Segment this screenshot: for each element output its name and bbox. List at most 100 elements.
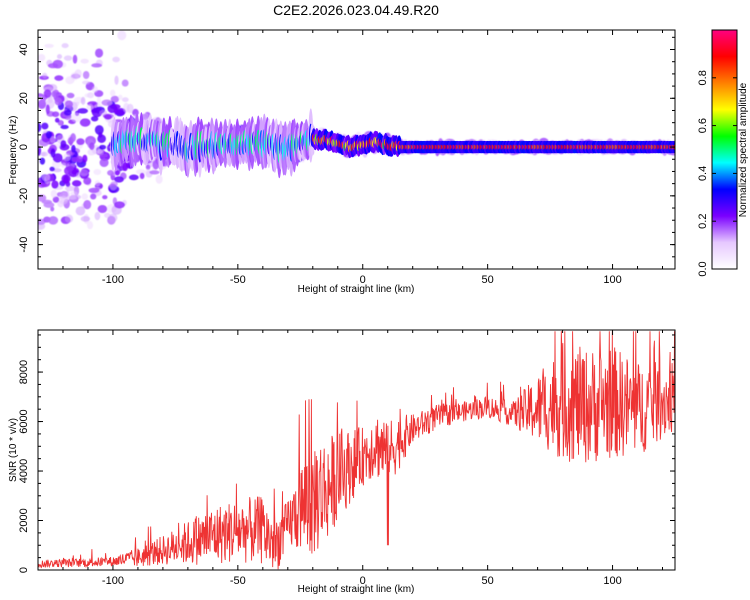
spectrogram-cell: [70, 133, 76, 142]
spectrogram-cell: [51, 90, 57, 98]
x-tick-label: 50: [482, 274, 494, 286]
spectrogram-cell: [60, 140, 67, 149]
colorbar-gradient: [712, 30, 737, 269]
x-tick-label: 100: [603, 575, 621, 587]
colorbar-frame: [711, 29, 738, 270]
spectrogram-cell: [109, 181, 118, 191]
x-tick-label: -100: [102, 274, 124, 286]
spectrogram-cell: [44, 43, 54, 48]
spectrogram-cell: [64, 100, 74, 109]
spectrogram-cell: [67, 165, 74, 171]
x-tick-label: 50: [482, 575, 494, 587]
spectrogram-cell: [82, 70, 90, 79]
spectrogram-cell: [38, 139, 41, 149]
spectrogram-cell: [43, 89, 52, 98]
spectrogram-cell: [128, 174, 139, 181]
spectrogram-cell: [54, 97, 63, 106]
spectrogram-cell: [54, 75, 64, 81]
spectrogram-cell: [38, 93, 44, 98]
y-tick-label: 0: [18, 567, 30, 573]
spectrogram-y-ticks: -40 -20 0 20 40: [18, 36, 675, 270]
x-tick-label: -50: [230, 274, 246, 286]
spectrogram-cell: [41, 122, 49, 130]
spectrogram-cell: [71, 157, 80, 162]
y-tick-label: 8000: [18, 360, 30, 384]
colorbar-tick-label: 0.4: [697, 166, 709, 181]
spectrogram-cell: [77, 108, 89, 114]
spectrogram-cell: [66, 92, 75, 99]
spectrogram-cell: [48, 95, 53, 104]
snr-frame: [37, 329, 676, 571]
colorbar-tick-label: 0.2: [697, 214, 709, 229]
spectrogram-cell: [114, 75, 119, 85]
y-tick-label: -40: [18, 237, 30, 253]
y-tick-label: 4000: [18, 459, 30, 483]
spectrogram-cell: [110, 95, 120, 103]
chart-title: C2E2.2026.023.04.49.R20: [273, 2, 439, 18]
spectrogram-cell: [71, 144, 76, 153]
y-tick-label: 0: [18, 144, 30, 150]
spectrogram-cell: [116, 107, 126, 116]
spectrogram-cell: [94, 180, 101, 187]
spectrogram-cell: [61, 43, 69, 49]
spectrogram-frame: [37, 29, 676, 270]
spectrogram-cell: [50, 189, 58, 199]
spectrogram-cell: [117, 94, 123, 100]
spectrogram-cell: [99, 158, 109, 168]
colorbar-tick-label: 0.0: [697, 261, 709, 276]
spectrogram-cell: [84, 93, 91, 98]
spectrogram-cell: [72, 54, 78, 64]
spectrogram-cell: [51, 180, 59, 189]
spectrogram-cell: [107, 170, 114, 176]
spectrogram-cell: [114, 201, 125, 209]
spectrogram-cell: [90, 193, 97, 200]
spectrogram-cell: [52, 168, 62, 173]
spectrogram-cell: [86, 103, 94, 110]
spectrogram-cell: [88, 187, 100, 194]
spectrogram-cell: [95, 48, 104, 58]
spectrogram-cell: [75, 101, 80, 107]
spectrogram-cell: [63, 109, 72, 116]
spectrogram-cell: [80, 58, 89, 64]
spectrogram-cell: [80, 216, 91, 222]
spectrogram-cell: [41, 173, 51, 182]
spectrogram-cell: [97, 204, 108, 213]
spectrogram-cell: [89, 142, 95, 151]
spectrogram-cell: [102, 195, 108, 200]
spectrogram-cell: [65, 76, 75, 85]
spectrogram-cell: [108, 213, 118, 223]
snr-series-line: [38, 331, 675, 570]
spectrogram-cell: [83, 200, 92, 210]
spectrogram-cell: [121, 97, 129, 103]
spectrogram-cell: [149, 170, 160, 175]
spectrogram-cell: [121, 79, 129, 87]
spectrogram-cell: [61, 174, 71, 184]
spectrogram-cell: [40, 151, 49, 157]
spectrogram-cell: [86, 220, 94, 230]
spectrogram-cell: [74, 69, 82, 79]
spectrogram-cell: [83, 177, 92, 185]
x-tick-label: 100: [603, 274, 621, 286]
spectrogram-cell: [39, 157, 46, 165]
colorbar-tick-label: 0.6: [697, 118, 709, 133]
colorbar: 0.0 0.2 0.4 0.6 0.8 Normalized spectral ampl…: [697, 29, 749, 277]
x-tick-label: 0: [360, 274, 366, 286]
spectrogram-cell: [51, 111, 60, 118]
spectrogram-cell: [43, 202, 55, 208]
y-tick-label: 40: [18, 43, 30, 55]
spectrogram-cell: [112, 56, 120, 63]
spectrogram-cell: [49, 166, 55, 172]
spectrogram-cell: [91, 63, 103, 68]
spectrogram-cell: [114, 170, 120, 176]
spectrogram-ridge: [110, 108, 675, 179]
x-tick-label: -100: [102, 575, 124, 587]
spectrogram-cell: [104, 114, 113, 120]
spectrogram-cell: [79, 118, 91, 127]
spectrogram-cell: [98, 131, 103, 138]
spectrogram-panel: -100 -50 0 50 100 -40 -20 0 20 40 Height of stra…: [8, 29, 676, 295]
spectrogram-cell: [56, 54, 63, 59]
spectrogram-cell: [99, 109, 108, 116]
spectrogram-cell: [49, 136, 56, 143]
colorbar-tick-label: 0.8: [697, 70, 709, 85]
spectrogram-cell: [50, 206, 55, 212]
